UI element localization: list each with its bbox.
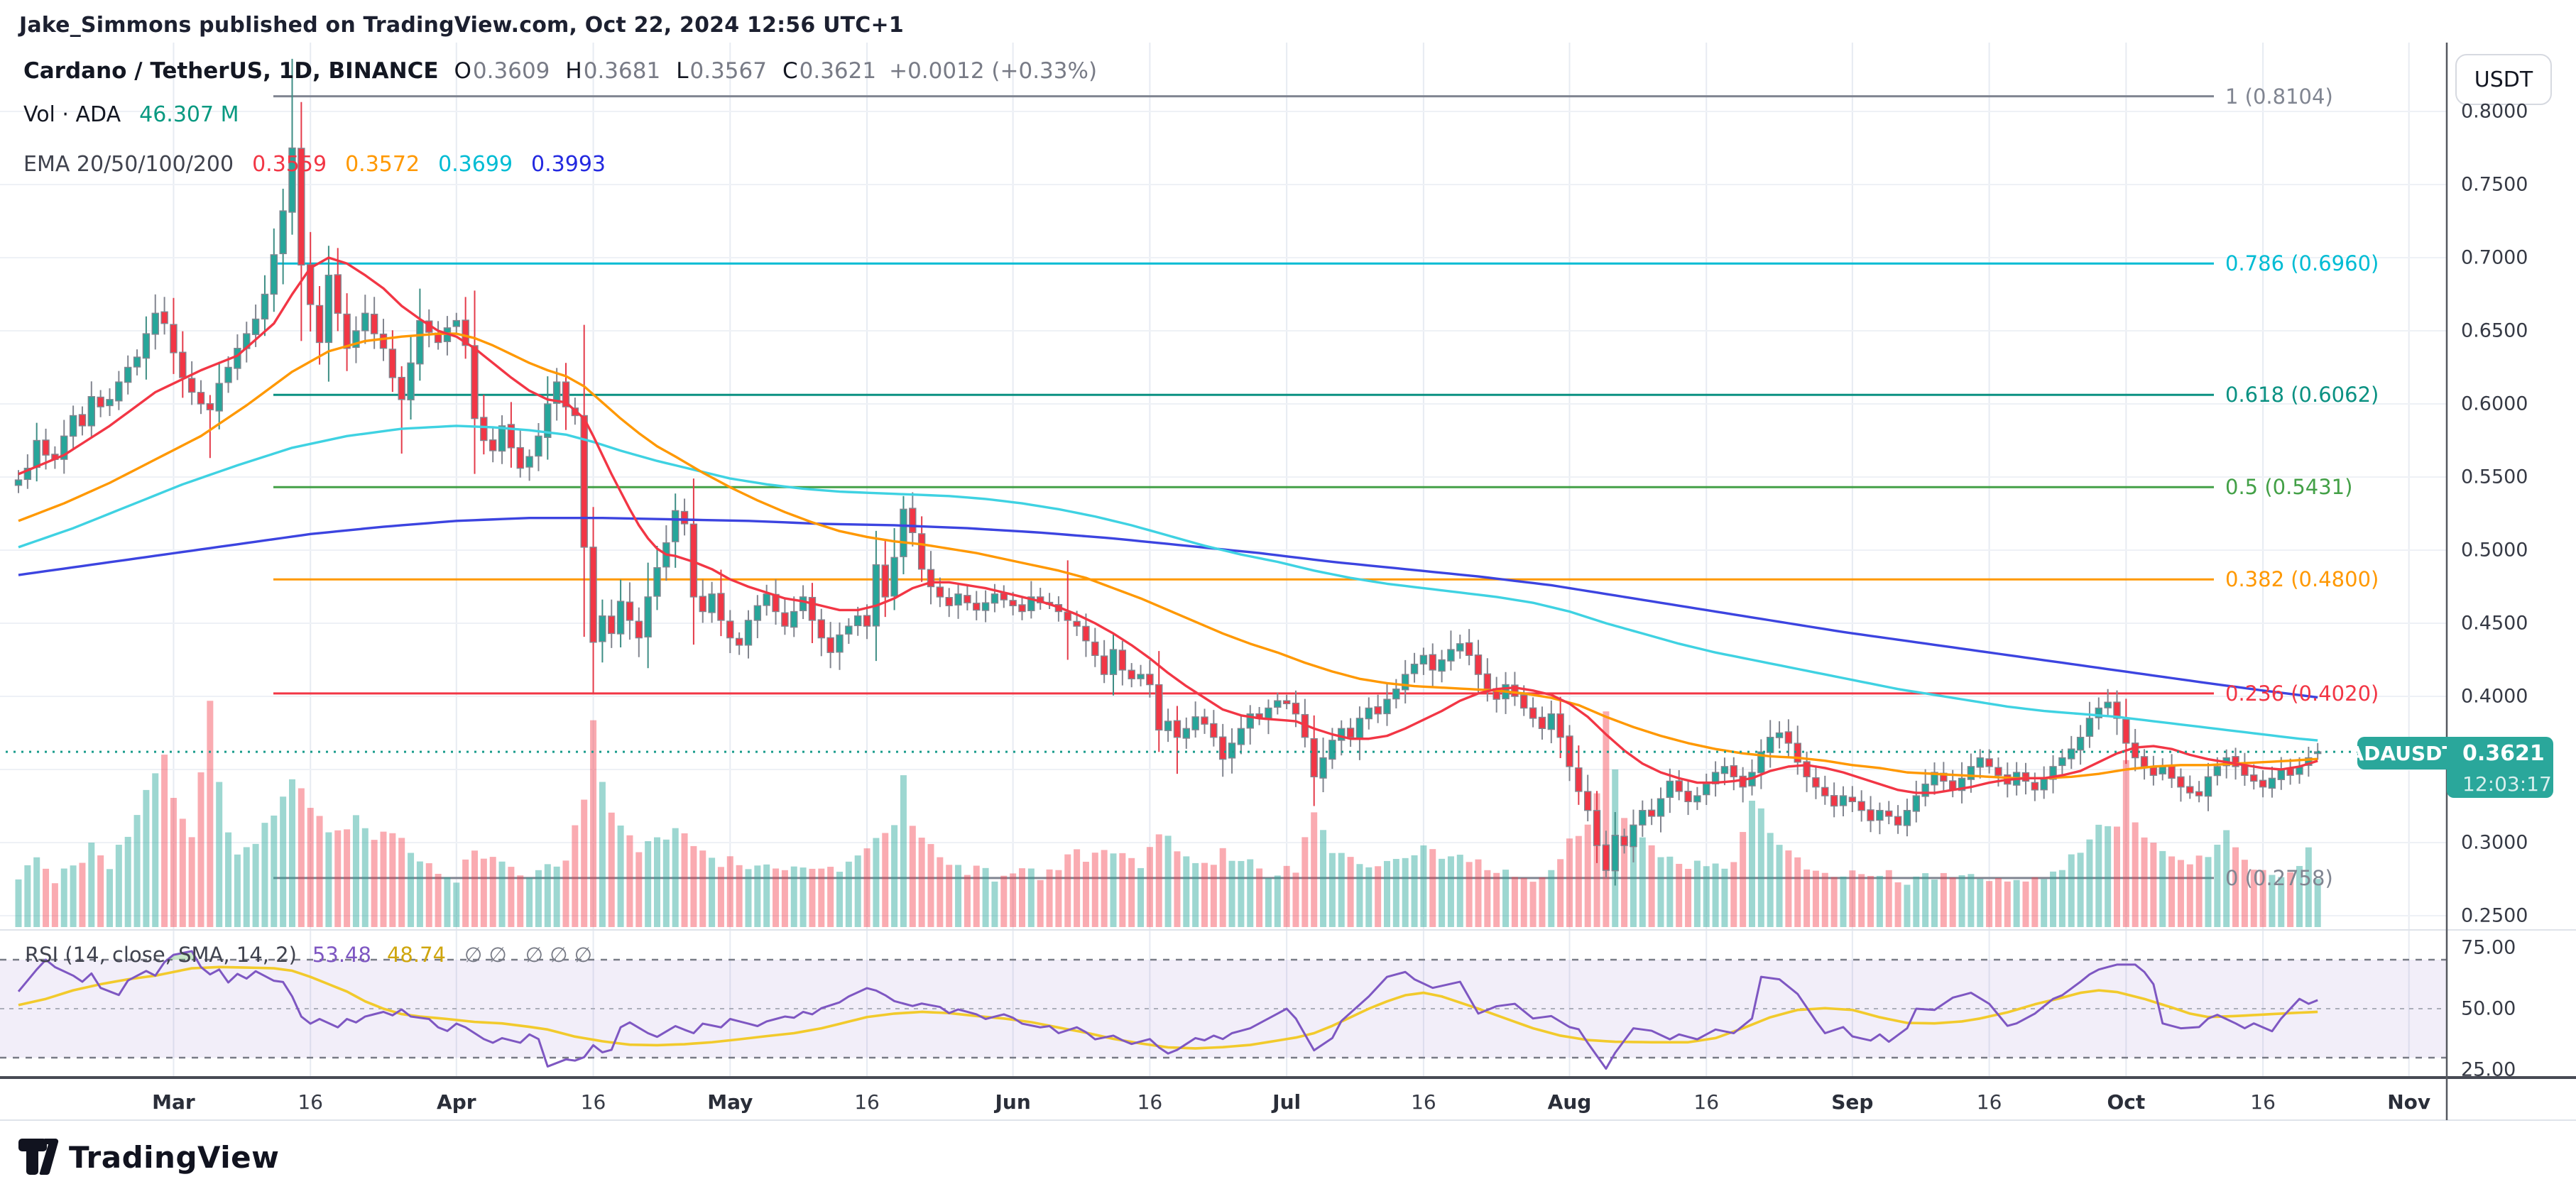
high-value: 0.3681 bbox=[583, 58, 661, 84]
last-price-badge-symbol[interactable]: ADAUSDT bbox=[2349, 737, 2455, 769]
rsi-empty-values-2: ∅ ∅ ∅ bbox=[525, 943, 592, 967]
ema200-value: 0.3993 bbox=[531, 152, 606, 177]
change-value: +0.0012 (+0.33%) bbox=[889, 58, 1098, 84]
currency-toggle-button[interactable]: USDT bbox=[2455, 54, 2552, 105]
time-tick-label[interactable]: 16 bbox=[580, 1090, 606, 1114]
volume-label[interactable]: Vol · ADA bbox=[23, 102, 121, 127]
rsi-value: 53.48 bbox=[312, 943, 371, 967]
time-tick-label[interactable]: Aug bbox=[1547, 1090, 1592, 1114]
time-tick-label[interactable]: 16 bbox=[1976, 1090, 2002, 1114]
open-value: 0.3609 bbox=[472, 58, 550, 84]
time-tick-label[interactable]: Nov bbox=[2387, 1090, 2431, 1114]
fib-level-label[interactable]: 0.382 (0.4800) bbox=[2225, 567, 2379, 592]
open-label: O bbox=[454, 58, 471, 84]
price-tick-label[interactable]: 0.4500 bbox=[2461, 612, 2528, 635]
symbol-legend-row: Cardano / TetherUS, 1D, BINANCE O 0.3609 … bbox=[23, 58, 1097, 84]
low-value: 0.3567 bbox=[689, 58, 767, 84]
time-tick-label[interactable]: Jul bbox=[1272, 1090, 1301, 1114]
tradingview-logo-icon bbox=[18, 1139, 59, 1176]
price-tick-label[interactable]: 0.4000 bbox=[2461, 685, 2528, 708]
fib-level-label[interactable]: 1 (0.8104) bbox=[2225, 84, 2333, 109]
time-tick-label[interactable]: Oct bbox=[2107, 1090, 2146, 1114]
price-tick-label[interactable]: 0.3000 bbox=[2461, 831, 2528, 854]
time-tick-label[interactable]: Jun bbox=[995, 1090, 1031, 1114]
symbol-title[interactable]: Cardano / TetherUS, 1D, BINANCE bbox=[23, 58, 439, 84]
volume-legend-row: Vol · ADA 46.307 M bbox=[23, 102, 239, 127]
rsi-tick-label[interactable]: 75.00 bbox=[2461, 936, 2516, 959]
ema100-value: 0.3699 bbox=[438, 152, 513, 177]
price-tick-label[interactable]: 0.5000 bbox=[2461, 539, 2528, 561]
price-tick-label[interactable]: 0.6500 bbox=[2461, 319, 2528, 342]
time-tick-label[interactable]: May bbox=[707, 1090, 753, 1114]
fib-level-label[interactable]: 0.236 (0.4020) bbox=[2225, 681, 2379, 706]
last-price-badge-price: 0.3621 bbox=[2447, 737, 2553, 769]
price-tick-label[interactable]: 0.2500 bbox=[2461, 904, 2528, 927]
fib-level-label[interactable]: 0 (0.2758) bbox=[2225, 865, 2333, 890]
rsi-tick-label[interactable]: 50.00 bbox=[2461, 997, 2516, 1020]
time-tick-label[interactable]: Mar bbox=[152, 1090, 195, 1114]
ema-legend-row: EMA 20/50/100/200 0.3559 0.3572 0.3699 0… bbox=[23, 152, 606, 177]
fib-level-label[interactable]: 0.5 (0.5431) bbox=[2225, 475, 2353, 500]
fib-level-label[interactable]: 0.786 (0.6960) bbox=[2225, 251, 2379, 276]
ema20-value: 0.3559 bbox=[252, 152, 327, 177]
rsi-legend-row: RSI (14, close, SMA, 14, 2) 53.48 48.74 … bbox=[25, 943, 592, 967]
low-label: L bbox=[676, 58, 689, 84]
footer-brand[interactable]: TradingView bbox=[18, 1139, 279, 1176]
ema-label[interactable]: EMA 20/50/100/200 bbox=[23, 152, 234, 177]
high-label: H bbox=[565, 58, 582, 84]
close-value: 0.3621 bbox=[799, 58, 877, 84]
time-tick-label[interactable]: Sep bbox=[1831, 1090, 1874, 1114]
price-tick-label[interactable]: 0.7500 bbox=[2461, 173, 2528, 196]
price-tick-label[interactable]: 0.7000 bbox=[2461, 246, 2528, 269]
brand-name: TradingView bbox=[69, 1139, 280, 1175]
volume-value: 46.307 M bbox=[139, 102, 239, 127]
price-tick-label[interactable]: 0.8000 bbox=[2461, 100, 2528, 123]
ema50-value: 0.3572 bbox=[345, 152, 420, 177]
rsi-tick-label[interactable]: 25.00 bbox=[2461, 1058, 2516, 1081]
time-tick-label[interactable]: 16 bbox=[298, 1090, 324, 1114]
publish-header: Jake_Simmons published on TradingView.co… bbox=[19, 13, 904, 38]
rsi-sma-value: 48.74 bbox=[386, 943, 446, 967]
time-tick-label[interactable]: 16 bbox=[1693, 1090, 1720, 1114]
bar-countdown-timer: 12:03:17 bbox=[2447, 769, 2553, 798]
price-tick-label[interactable]: 0.6000 bbox=[2461, 393, 2528, 415]
close-label: C bbox=[782, 58, 798, 84]
time-tick-label[interactable]: 16 bbox=[1411, 1090, 1436, 1114]
time-tick-label[interactable]: 16 bbox=[2250, 1090, 2276, 1114]
time-tick-label[interactable]: 16 bbox=[854, 1090, 880, 1114]
time-tick-label[interactable]: Apr bbox=[437, 1090, 476, 1114]
rsi-empty-values-1: ∅ ∅ bbox=[464, 943, 507, 967]
time-tick-label[interactable]: 16 bbox=[1137, 1090, 1163, 1114]
price-tick-label[interactable]: 0.5500 bbox=[2461, 466, 2528, 488]
fib-level-label[interactable]: 0.618 (0.6062) bbox=[2225, 383, 2379, 407]
rsi-label[interactable]: RSI (14, close, SMA, 14, 2) bbox=[25, 943, 297, 967]
